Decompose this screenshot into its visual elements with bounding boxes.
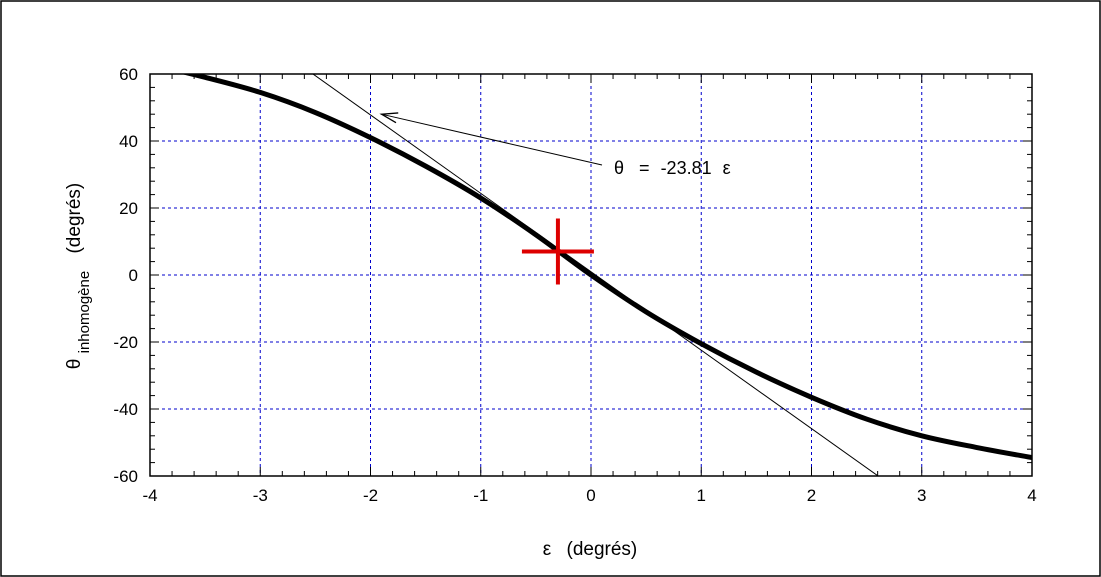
x-tick-label: 2 — [807, 486, 816, 505]
y-tick-label: -40 — [113, 400, 138, 419]
y-axis-subscript: inhomogène — [76, 271, 93, 354]
y-axis-label: θ inhomogène (degrés) — [64, 183, 94, 369]
y-axis-symbol: θ — [64, 359, 85, 370]
annotation-arrowhead — [379, 112, 399, 124]
x-tick-label: 4 — [1027, 486, 1036, 505]
y-axis-unit: (degrés) — [64, 183, 85, 254]
y-tick-label: 60 — [119, 65, 138, 84]
x-tick-label: 1 — [697, 486, 706, 505]
x-tick-label: 0 — [586, 486, 595, 505]
x-axis-label: ε (degrés) — [543, 539, 638, 560]
y-tick-label: -20 — [113, 333, 138, 352]
x-tick-label: -4 — [142, 486, 157, 505]
annotation-theta: θ — [614, 158, 624, 178]
plot-area: -4 -3 -2 -1 0 1 2 3 4 -60 -40 -20 0 20 40 60 — [113, 65, 1036, 505]
annotation-equals: = — [639, 158, 650, 178]
y-tick-label: 40 — [119, 132, 138, 151]
x-axis-symbol: ε — [543, 539, 552, 560]
x-axis-unit: (degrés) — [567, 539, 638, 560]
y-tick-label: -60 — [113, 467, 138, 486]
x-tick-label: -3 — [253, 486, 268, 505]
tangent-line — [312, 74, 878, 476]
main-curve — [181, 74, 1032, 461]
annotation-arrow-line — [381, 113, 603, 166]
x-tick-label: 3 — [917, 486, 926, 505]
y-tick-label: 20 — [119, 199, 138, 218]
annotation-value: -23.81 — [661, 158, 712, 178]
annotation-epsilon: ε — [723, 158, 731, 178]
x-tick-label: -2 — [363, 486, 378, 505]
tangent-annotation: θ = -23.81 ε — [614, 158, 731, 178]
y-tick-label: 0 — [129, 266, 138, 285]
x-tick-label: -1 — [473, 486, 488, 505]
